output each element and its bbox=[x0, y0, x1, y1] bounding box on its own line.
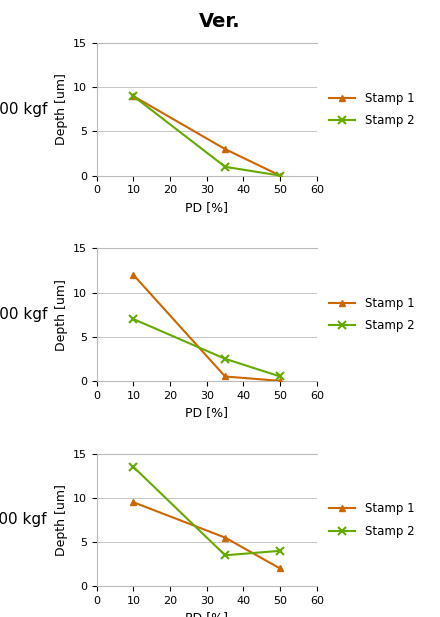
Legend: Stamp 1, Stamp 2: Stamp 1, Stamp 2 bbox=[329, 502, 414, 537]
Legend: Stamp 1, Stamp 2: Stamp 1, Stamp 2 bbox=[329, 92, 414, 127]
Y-axis label: Depth [um]: Depth [um] bbox=[55, 484, 67, 556]
Text: 9000 kgf: 9000 kgf bbox=[0, 513, 47, 528]
Text: Ver.: Ver. bbox=[199, 12, 241, 31]
Y-axis label: Depth [um]: Depth [um] bbox=[55, 279, 67, 350]
X-axis label: PD [%]: PD [%] bbox=[185, 611, 228, 617]
Text: 7000 kgf: 7000 kgf bbox=[0, 102, 47, 117]
Legend: Stamp 1, Stamp 2: Stamp 1, Stamp 2 bbox=[329, 297, 414, 333]
X-axis label: PD [%]: PD [%] bbox=[185, 406, 228, 419]
Y-axis label: Depth [um]: Depth [um] bbox=[55, 73, 67, 146]
Text: 8000 kgf: 8000 kgf bbox=[0, 307, 47, 322]
X-axis label: PD [%]: PD [%] bbox=[185, 201, 228, 214]
